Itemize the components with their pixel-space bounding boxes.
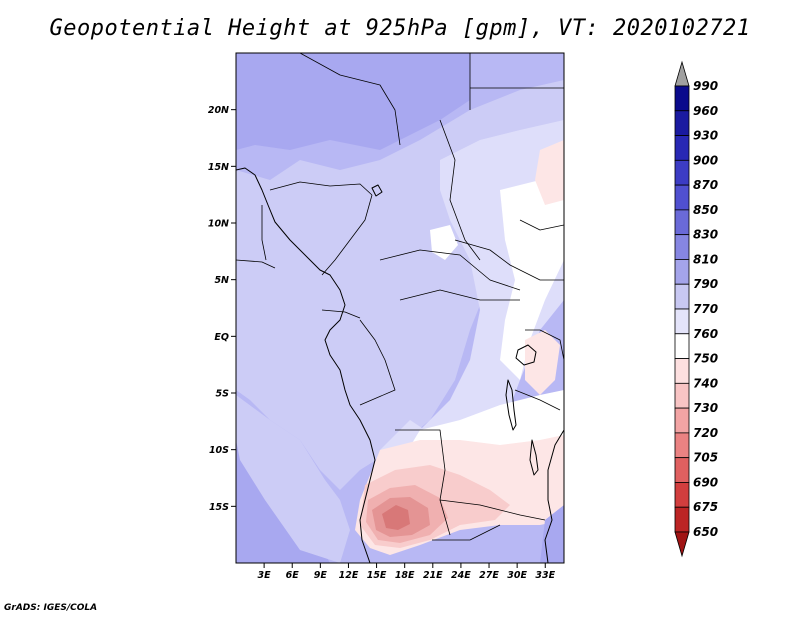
colorbar-label: 720 [693,426,718,440]
colorbar-top-triangle [674,60,690,87]
longitude-axis: 3E 6E 9E 12E 15E 18E 21E 24E 27E 30E 33E [258,563,556,581]
colorbar-label: 990 [693,79,718,93]
colorbar-swatch [674,407,690,434]
border-drc-north [399,289,520,301]
border-cameroon-gabon [321,309,361,319]
field-790-atlantic [236,395,350,563]
border-zambia-zimbabwe [439,499,546,521]
lat-tick-label: 10S [209,445,229,456]
coastline-west-africa [236,167,376,563]
colorbar-label: 740 [693,376,718,390]
border-angola-zambia [395,429,451,536]
latitude-axis: 20N 15N 10N 5N EQ 5S 10S 15S [208,105,236,513]
colorbar-swatch [674,333,690,359]
field-830-north [236,53,470,150]
lon-tick-label: 3E [258,570,272,581]
lon-tick-label: 15E [367,570,387,581]
colorbar-swatch [674,209,690,236]
colorbar-label: 830 [693,228,718,242]
lat-tick-label: 5N [214,275,229,286]
border-nigeria-cameroon [321,194,373,276]
lon-tick-label: 9E [314,570,328,581]
colorbar-swatch [674,506,690,533]
colorbar-bottom-triangle [674,531,690,558]
colorbar-label: 760 [693,327,718,341]
border-algeria-libya [299,53,401,146]
colorbar-label: 930 [693,129,718,143]
colorbar-label: 960 [693,104,718,118]
colorbar-swatch [674,358,690,384]
colorbar-label: 900 [693,153,718,167]
field-750-lakes [525,330,560,395]
lat-tick-label: 15S [209,502,229,513]
lon-tick-label: 24E [451,570,471,581]
coastline-east-africa [544,429,564,563]
lake-victoria [515,344,537,366]
colorbar-swatch [674,382,690,409]
lake-chad [371,184,383,197]
colorbar-label: 770 [693,302,718,316]
plot-frame [235,52,565,564]
colorbar-label: 650 [693,525,718,539]
lake-tanganyika [505,379,517,431]
border-niger-nigeria [269,181,373,196]
colorbar-swatch [674,432,690,459]
border-east-africa [525,329,564,361]
colorbar-label: 690 [693,475,718,489]
grads-credit: GrADS: IGES/COLA [4,603,98,613]
lat-tick-label: 15N [208,162,229,173]
colorbar-swatch [674,457,690,483]
colorbar-swatch [674,135,690,161]
colorbar-swatch [674,259,690,285]
colorbar-label: 850 [693,203,718,217]
border-chad-sudan [439,119,481,261]
colorbar-label: 705 [693,451,718,465]
border-tanzania [514,389,561,411]
colorbar-swatch [674,482,690,508]
map-title: Geopotential Height at 925hPa [gpm], VT:… [49,16,751,41]
colorbar-swatch [674,283,690,310]
colorbar: 990 960 930 900 870 850 830 810 790 770 760 750 740 7… [674,60,718,558]
country-borders [236,53,564,541]
lat-tick-label: EQ [214,332,229,343]
border-nigeria-benin [261,205,267,261]
colorbar-label: 675 [693,500,718,514]
lat-tick-label: 20N [208,105,229,116]
lat-tick-label: 10N [208,219,229,230]
border-west [236,259,276,269]
colorbar-swatch [674,85,690,112]
colorbar-swatch [674,308,690,335]
coastlines [236,167,564,563]
lon-tick-label: 18E [395,570,415,581]
colorbar-swatch [674,184,690,211]
field-760-east [500,170,564,380]
lon-tick-label: 27E [479,570,499,581]
border-ethiopia [519,219,564,231]
colorbar-label: 750 [693,352,718,366]
colorbar-label: 810 [693,252,718,266]
lon-tick-label: 6E [286,570,300,581]
field-760-chad [430,225,458,260]
colorbar-label: 730 [693,401,718,415]
lon-tick-label: 12E [339,570,359,581]
border-car [379,249,521,291]
lat-tick-label: 5S [216,389,230,400]
field-750-east [535,140,564,205]
lon-tick-label: 30E [507,570,527,581]
border-drc-congo [359,319,396,406]
height-field [236,53,564,563]
colorbar-swatch [674,159,690,186]
colorbar-label: 870 [693,178,718,192]
colorbar-swatch [674,234,690,260]
lake-malawi [529,439,539,476]
field-705 [382,505,410,530]
colorbar-swatch [674,110,690,136]
border-sudan-south [454,239,564,281]
lon-tick-label: 21E [423,570,443,581]
border-namibia-botswana [432,524,501,541]
lon-tick-label: 33E [535,570,555,581]
colorbar-label: 790 [693,277,718,291]
